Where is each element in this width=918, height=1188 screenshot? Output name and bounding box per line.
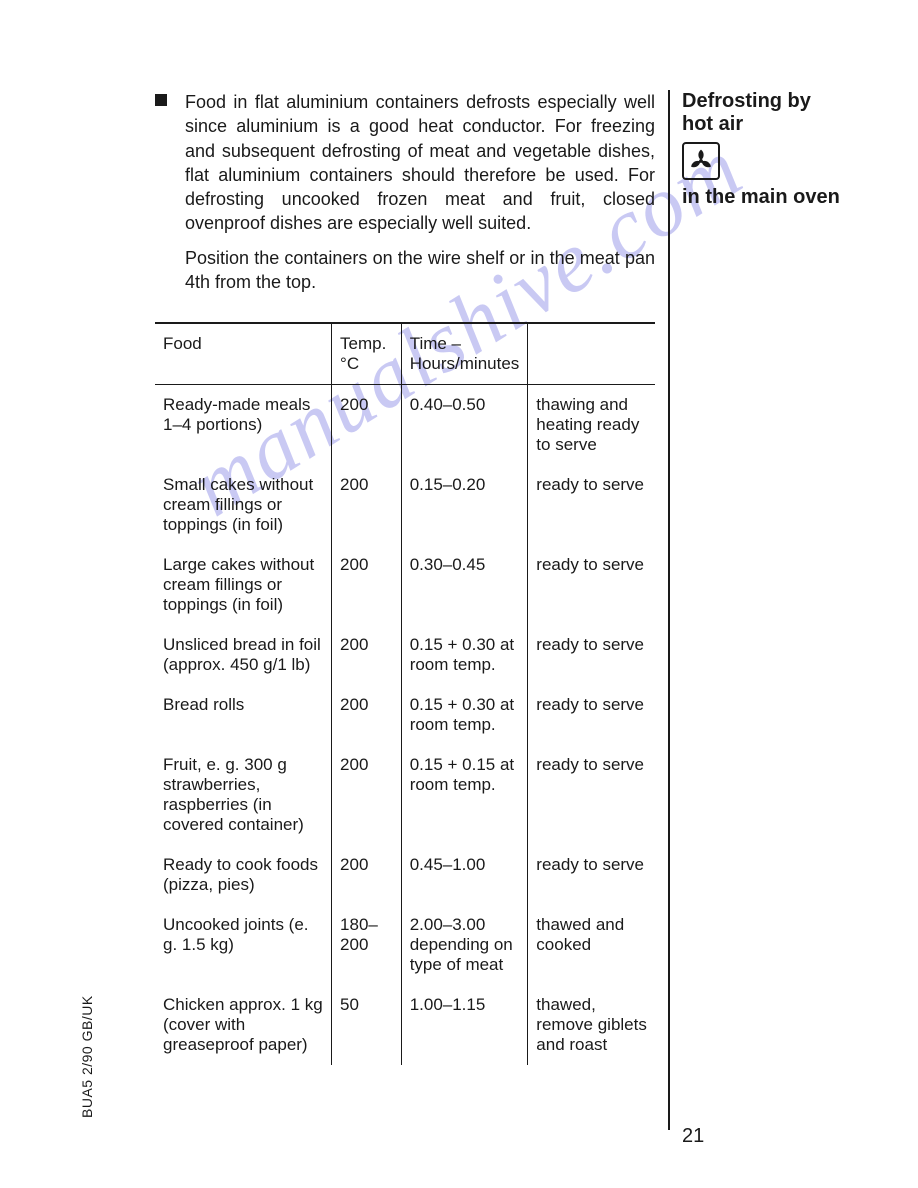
defrost-table: Food Temp. °C Time – Hours/minutes Ready… bbox=[155, 322, 655, 1065]
cell-time: 0.45–1.00 bbox=[401, 845, 528, 905]
cell-food: Unsliced bread in foil (approx. 450 g/1 … bbox=[155, 625, 332, 685]
cell-time: 2.00–3.00 depending on type of meat bbox=[401, 905, 528, 985]
cell-food: Ready to cook foods (pizza, pies) bbox=[155, 845, 332, 905]
table-row: Uncooked joints (e. g. 1.5 kg) 180–200 2… bbox=[155, 905, 655, 985]
cell-time: 0.15 + 0.15 at room temp. bbox=[401, 745, 528, 845]
cell-time: 0.40–0.50 bbox=[401, 385, 528, 466]
col-header-result bbox=[528, 323, 655, 385]
cell-temp: 50 bbox=[332, 985, 402, 1065]
vertical-divider bbox=[668, 90, 670, 1130]
intro-followup: Position the containers on the wire shel… bbox=[155, 246, 655, 295]
doc-reference: BUA5 2/90 GB/UK bbox=[79, 995, 95, 1118]
table-row: Fruit, e. g. 300 g strawberries, raspber… bbox=[155, 745, 655, 845]
page-number: 21 bbox=[682, 1125, 704, 1148]
cell-result: ready to serve bbox=[528, 845, 655, 905]
col-header-time: Time – Hours/minutes bbox=[401, 323, 528, 385]
table-row: Small cakes without cream fillings or to… bbox=[155, 465, 655, 545]
cell-food: Ready-made meals 1–4 portions) bbox=[155, 385, 332, 466]
cell-time: 0.15–0.20 bbox=[401, 465, 528, 545]
cell-result: thawed and cooked bbox=[528, 905, 655, 985]
cell-food: Chicken approx. 1 kg (cover with greasep… bbox=[155, 985, 332, 1065]
cell-result: ready to serve bbox=[528, 625, 655, 685]
cell-food: Bread rolls bbox=[155, 685, 332, 745]
cell-time: 0.30–0.45 bbox=[401, 545, 528, 625]
table-row: Unsliced bread in foil (approx. 450 g/1 … bbox=[155, 625, 655, 685]
cell-time: 1.00–1.15 bbox=[401, 985, 528, 1065]
cell-result: ready to serve bbox=[528, 545, 655, 625]
cell-result: ready to serve bbox=[528, 465, 655, 545]
cell-temp: 200 bbox=[332, 545, 402, 625]
cell-temp: 200 bbox=[332, 465, 402, 545]
page: manualshive.com Food in flat aluminium c… bbox=[0, 0, 918, 1188]
cell-food: Small cakes without cream fillings or to… bbox=[155, 465, 332, 545]
sidebar-heading: Defrosting by hot air bbox=[682, 90, 842, 136]
col-header-temp: Temp. °C bbox=[332, 323, 402, 385]
cell-temp: 180–200 bbox=[332, 905, 402, 985]
fan-icon bbox=[682, 142, 720, 180]
table-body: Ready-made meals 1–4 portions) 200 0.40–… bbox=[155, 385, 655, 1066]
sidebar-sub: in the main oven bbox=[682, 186, 842, 209]
cell-result: thawed, remove giblets and roast bbox=[528, 985, 655, 1065]
table-row: Ready to cook foods (pizza, pies) 200 0.… bbox=[155, 845, 655, 905]
cell-temp: 200 bbox=[332, 385, 402, 466]
cell-food: Fruit, e. g. 300 g strawberries, raspber… bbox=[155, 745, 332, 845]
sidebar: Defrosting by hot air in the main oven bbox=[682, 90, 842, 209]
main-column: Food in flat aluminium containers defros… bbox=[155, 90, 655, 1065]
cell-result: ready to serve bbox=[528, 745, 655, 845]
cell-temp: 200 bbox=[332, 845, 402, 905]
col-header-food: Food bbox=[155, 323, 332, 385]
cell-temp: 200 bbox=[332, 625, 402, 685]
table-header-row: Food Temp. °C Time – Hours/minutes bbox=[155, 323, 655, 385]
cell-result: thawing and heating ready to serve bbox=[528, 385, 655, 466]
intro-bullet-text: Food in flat aluminium containers defros… bbox=[185, 92, 655, 233]
cell-time: 0.15 + 0.30 at room temp. bbox=[401, 685, 528, 745]
cell-food: Large cakes without cream fillings or to… bbox=[155, 545, 332, 625]
cell-temp: 200 bbox=[332, 685, 402, 745]
cell-food: Uncooked joints (e. g. 1.5 kg) bbox=[155, 905, 332, 985]
table-row: Ready-made meals 1–4 portions) 200 0.40–… bbox=[155, 385, 655, 466]
cell-temp: 200 bbox=[332, 745, 402, 845]
square-bullet-icon bbox=[155, 94, 167, 106]
intro-bullet-block: Food in flat aluminium containers defros… bbox=[155, 90, 655, 236]
table-row: Chicken approx. 1 kg (cover with greasep… bbox=[155, 985, 655, 1065]
table-row: Large cakes without cream fillings or to… bbox=[155, 545, 655, 625]
table-row: Bread rolls 200 0.15 + 0.30 at room temp… bbox=[155, 685, 655, 745]
cell-result: ready to serve bbox=[528, 685, 655, 745]
cell-time: 0.15 + 0.30 at room temp. bbox=[401, 625, 528, 685]
